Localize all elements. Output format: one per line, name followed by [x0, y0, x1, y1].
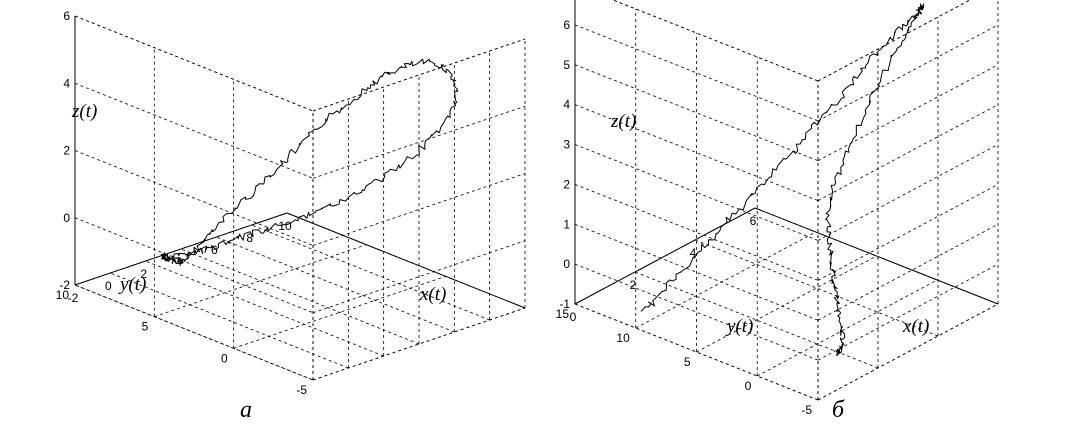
- y-axis-label: y(t): [118, 274, 146, 295]
- gridline-z: [312, 38, 526, 112]
- gridline-x: [110, 272, 349, 369]
- y-tick-label: 5: [684, 355, 691, 369]
- gridline-y: [696, 255, 877, 353]
- gridline-y: [154, 244, 367, 318]
- gridline-x: [574, 303, 819, 401]
- y-axis-line: [754, 207, 999, 305]
- x-axis-label: x(t): [419, 284, 446, 305]
- gridline-z: [817, 263, 999, 361]
- x-tick-label: 0: [570, 310, 577, 324]
- gridline-z: [574, 104, 819, 201]
- box-top-edge: [611, 0, 819, 82]
- gridline-y: [312, 307, 526, 381]
- gridline-z: [817, 184, 999, 281]
- z-tick-label: 4: [563, 98, 570, 112]
- series-trace-0: [640, 3, 925, 357]
- gridline-x: [74, 284, 314, 381]
- gridline-x: [145, 260, 384, 357]
- x-tick-label: 10: [278, 219, 292, 233]
- box-top-edge: [312, 38, 526, 112]
- x-tick-label: 2: [630, 278, 637, 292]
- z-tick-label: -2: [59, 278, 70, 292]
- gridline-z: [574, 263, 819, 361]
- series-trace-0: [160, 58, 459, 265]
- x-tick-label: 6: [211, 243, 218, 257]
- x-tick-label: 2: [140, 267, 147, 281]
- y-tick-label: 10: [56, 288, 70, 302]
- x-tick-label: 4: [690, 246, 697, 260]
- gridline-y: [757, 279, 938, 377]
- z-tick-label: 1: [563, 217, 570, 231]
- gridline-x: [180, 248, 420, 345]
- gridline-y: [233, 275, 446, 349]
- z-axis-label: z(t): [610, 111, 636, 132]
- y-tick-label: 10: [616, 331, 630, 345]
- x-tick-label: 8: [246, 231, 253, 245]
- panel-caption: б: [832, 397, 845, 423]
- y-tick-label: 0: [221, 351, 228, 365]
- y-tick-label: 15: [556, 307, 570, 321]
- z-tick-label: 6: [563, 18, 570, 32]
- gridline-z: [817, 223, 999, 321]
- box-top-edge: [74, 15, 314, 112]
- z-tick-label: -1: [559, 297, 570, 311]
- z-axis-label: z(t): [71, 101, 97, 122]
- gridline-x: [251, 224, 490, 321]
- y-tick-label: -5: [296, 383, 307, 397]
- x-axis-line: [574, 207, 756, 305]
- z-tick-label: 5: [563, 58, 570, 72]
- gridline-x: [694, 239, 939, 337]
- gridline-z: [312, 105, 526, 179]
- x-tick-label: 6: [750, 214, 757, 228]
- gridline-z: [817, 104, 999, 201]
- x-axis-label: x(t): [902, 316, 929, 337]
- x-tick-label: -2: [68, 291, 79, 305]
- z-tick-label: 0: [563, 257, 570, 271]
- gridline-z: [817, 0, 971, 82]
- gridline-z: [74, 150, 314, 246]
- z-tick-label: 0: [63, 211, 70, 225]
- gridline-z: [817, 144, 999, 241]
- y-axis-label: y(t): [725, 316, 753, 337]
- gridline-z: [574, 64, 819, 162]
- gridline-x: [216, 236, 455, 333]
- gridline-y: [635, 231, 816, 329]
- z-tick-label: 2: [63, 144, 70, 158]
- gridline-z: [574, 223, 819, 321]
- gridline-z: [817, 24, 999, 122]
- gridline-z: [574, 144, 819, 241]
- gridline-z: [817, 64, 999, 162]
- gridline-z: [574, 184, 819, 281]
- x-tick-label: 0: [105, 279, 112, 293]
- x-axis-line: [74, 212, 288, 286]
- y-tick-label: 0: [745, 379, 752, 393]
- box-top-edge: [817, 0, 971, 82]
- z-tick-label: 6: [63, 9, 70, 23]
- gridline-z: [574, 24, 819, 122]
- y-tick-label: -5: [801, 403, 812, 417]
- gridline-z: [74, 217, 314, 314]
- gridline-z: [74, 82, 314, 179]
- y-tick-label: 5: [142, 320, 149, 334]
- z-tick-label: 2: [563, 177, 570, 191]
- gridline-y: [817, 303, 999, 401]
- y-axis-line: [286, 212, 526, 309]
- z-tick-label: 3: [563, 138, 570, 152]
- z-tick-label: 4: [63, 76, 70, 90]
- panel-caption: а: [240, 397, 252, 423]
